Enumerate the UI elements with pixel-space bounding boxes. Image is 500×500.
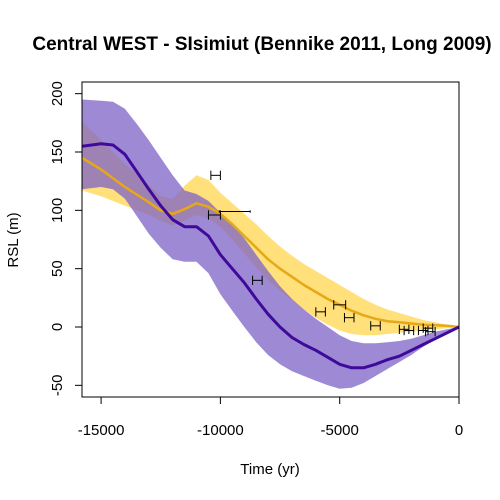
y-tick-label: 200 — [49, 81, 66, 106]
series-1-line — [82, 156, 459, 329]
observation-point — [210, 170, 221, 180]
x-tick-label: -10000 — [197, 422, 244, 439]
observation-point — [252, 275, 263, 285]
series-2-band — [82, 99, 459, 389]
y-tick-label: 0 — [49, 323, 66, 331]
x-axis-label: Time (yr) — [240, 461, 299, 478]
y-axis-label: RSL (m) — [5, 212, 22, 267]
observation-point — [333, 300, 347, 310]
observation-point — [403, 325, 415, 336]
x-tick-label: -15000 — [78, 422, 125, 439]
observation-point — [343, 313, 355, 323]
plot-area — [81, 81, 460, 398]
observation-point — [370, 321, 381, 331]
series-2-line — [82, 142, 459, 370]
y-tick-label: 100 — [49, 198, 66, 223]
y-tick-label: 50 — [49, 260, 66, 277]
observation-point — [425, 327, 436, 337]
chart-title: Central WEST - SIsimiut (Bennike 2011, L… — [32, 34, 491, 55]
x-tick-label: -5000 — [321, 422, 359, 439]
observation-point — [315, 307, 326, 317]
observation-point — [218, 210, 251, 213]
y-axis: -50 0 50 100 150 200 — [49, 81, 83, 396]
y-tick-label: 150 — [49, 139, 66, 164]
x-axis: -15000 -10000 -5000 0 — [78, 396, 463, 439]
x-tick-label: 0 — [455, 422, 463, 439]
y-tick-label: -50 — [49, 374, 66, 396]
